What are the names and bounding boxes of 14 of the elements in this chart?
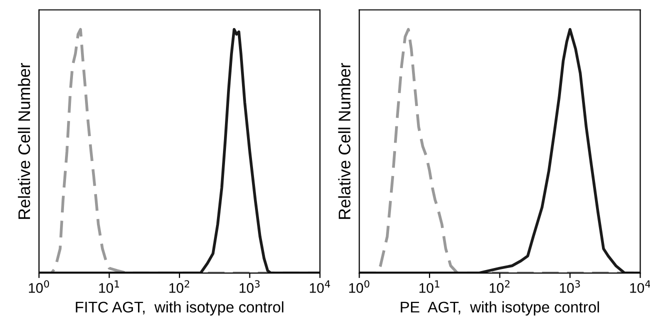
x-tick-label: 10$^{3}$	[560, 280, 580, 293]
y-axis-title: Relative Cell Number	[18, 63, 30, 219]
x-tick-label: 10$^{0}$	[349, 280, 370, 293]
x-tick-label: 10$^{4}$	[630, 280, 650, 293]
x-tick-label: 10$^{3}$	[240, 280, 260, 293]
y-axis-title: Relative Cell Number	[338, 63, 350, 219]
x-tick-label: 10$^{1}$	[419, 280, 440, 293]
x-tick-label: 10$^{2}$	[490, 280, 510, 293]
x-tick-label: 10$^{0}$	[28, 280, 50, 293]
x-tick-label: 10$^{1}$	[99, 280, 119, 293]
x-axis-title: PE AGT, with isotype control	[400, 301, 599, 316]
x-tick-label: 10$^{2}$	[169, 280, 190, 293]
x-axis-title: FITC AGT, with isotype control	[76, 301, 284, 316]
x-tick-label: 10$^{4}$	[310, 280, 330, 293]
